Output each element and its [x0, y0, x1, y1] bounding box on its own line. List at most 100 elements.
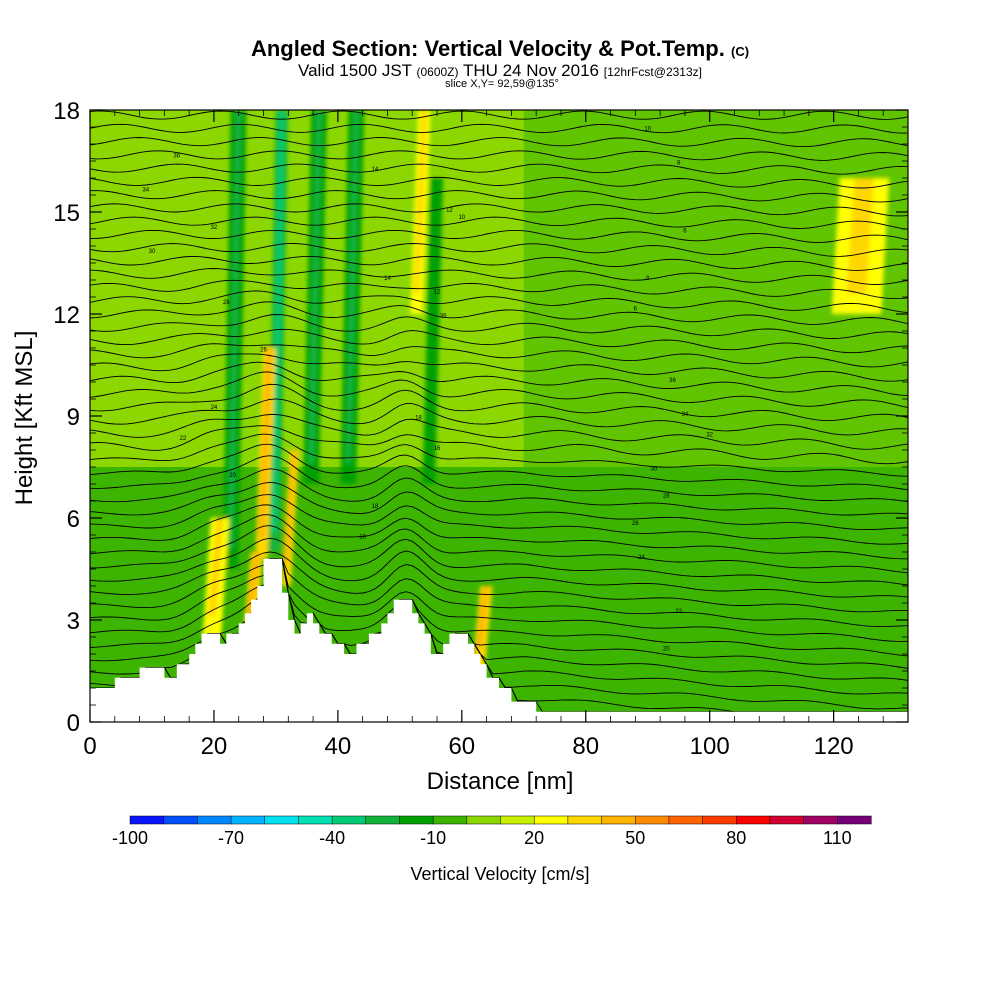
theta-line-33: [90, 268, 908, 285]
valid-date: THU 24 Nov 2016: [462, 61, 600, 80]
colorbar-swatch-9: [432, 815, 468, 825]
theta-label-32: 36: [440, 313, 447, 319]
colorbar-swatch-14: [601, 815, 636, 825]
velocity-feature-4: [422, 178, 444, 484]
colorbar-tick-label-3: -10: [420, 828, 446, 848]
y-tick-label-6: 6: [67, 506, 80, 533]
theta-line-44: [90, 123, 908, 134]
colorbar-swatch-13: [567, 815, 603, 825]
theta-line-37: [90, 216, 908, 230]
velocity-core-5: [259, 348, 272, 539]
y-tick-label-12: 12: [53, 302, 80, 329]
theta-line-5: [90, 558, 908, 669]
theta-line-13: [90, 504, 908, 560]
colorbar-label: Vertical Velocity [cm/s]: [410, 864, 590, 884]
theta-label-15: 6: [634, 307, 638, 313]
y-tick-label-3: 3: [67, 608, 80, 635]
velocity-core-1: [271, 110, 285, 532]
theta-label-14: 8: [646, 276, 650, 282]
terrain-fill: [90, 558, 908, 722]
velocity-core-2: [307, 110, 323, 464]
colorbar-tick-label-7: 110: [823, 828, 852, 848]
colorbar-swatch-7: [365, 815, 401, 825]
chart-title: Angled Section: Vertical Velocity & Pot.…: [0, 36, 1000, 62]
colorbar-swatch-10: [466, 815, 502, 825]
theta-label-24: 20: [663, 647, 670, 653]
theta-line-43: [90, 137, 908, 148]
x-axis-label: Distance [nm]: [426, 768, 574, 795]
chart-subtitle: Valid 1500 JST (0600Z) THU 24 Nov 2016 […: [0, 61, 1000, 81]
colorbar-swatch-17: [702, 815, 737, 825]
colorbar-swatch-3: [230, 815, 266, 825]
theta-line-28: [90, 328, 908, 354]
theta-line-29: [90, 314, 908, 339]
theta-label-8: 20: [229, 473, 236, 479]
y-tick-label-15: 15: [53, 200, 80, 227]
theta-line-11: [90, 525, 908, 586]
theta-label-1: 34: [142, 188, 149, 194]
theta-line-35: [90, 243, 908, 257]
theta-label-10: 16: [359, 534, 366, 540]
theta-label-5: 26: [260, 347, 267, 353]
theta-label-20: 28: [663, 494, 670, 500]
theta-line-14: [90, 494, 908, 545]
theta-line-36: [90, 229, 908, 243]
velocity-core-8: [246, 552, 260, 617]
theta-line-4: [90, 558, 908, 681]
x-tick-label-40: 40: [325, 733, 352, 760]
theta-label-19: 30: [651, 466, 658, 472]
theta-label-18: 32: [706, 432, 713, 438]
theta-label-21: 26: [632, 521, 639, 527]
colorbar-swatch-1: [163, 815, 198, 825]
velocity-core-10: [475, 586, 489, 651]
theta-line-7: [90, 558, 908, 642]
theta-line-40: [90, 176, 908, 189]
theta-line-42: [90, 150, 908, 161]
theta-line-26: [90, 353, 908, 382]
colorbar-swatch-15: [634, 815, 670, 825]
colorbar-tick-label-4: 20: [524, 828, 544, 848]
colorbar-swatch-4: [264, 815, 299, 825]
theta-label-28: 12: [446, 208, 453, 214]
colorbar-swatch-2: [197, 815, 232, 825]
colorbar-swatch-19: [769, 815, 805, 825]
colorbar-swatch-20: [803, 815, 838, 825]
colorbar-swatch-5: [298, 815, 333, 825]
theta-line-15: [90, 481, 908, 531]
theta-label-4: 28: [223, 300, 230, 306]
theta-line-22: [90, 398, 908, 436]
theta-label-3: 30: [149, 249, 156, 255]
theta-label-23: 22: [675, 609, 682, 615]
theta-label-7: 22: [180, 436, 187, 442]
colorbar-tick-label-0: -100: [112, 828, 148, 848]
theta-line-20: [90, 425, 908, 465]
theta-contours: 36 34 32 30 28 26 24 22 20 18 16 14 12 10 8 6 36 34 32 30 28…: [90, 110, 908, 713]
theta-line-45: [90, 110, 908, 120]
y-tick-label-0: 0: [67, 710, 80, 737]
theta-label-17: 34: [682, 412, 689, 418]
theta-line-9: [90, 551, 908, 613]
theta-line-19: [90, 433, 908, 477]
theta-label-30: 8: [677, 160, 681, 166]
velocity-core-3: [345, 110, 360, 464]
x-tick-label-100: 100: [690, 733, 730, 760]
theta-label-0: 36: [173, 154, 180, 160]
colorbar-swatch-8: [399, 815, 434, 825]
theta-line-12: [90, 514, 908, 574]
velocity-core-7: [208, 518, 224, 617]
colorbar-tick-label-1: -70: [218, 828, 244, 848]
colorbar-tick-label-5: 50: [625, 828, 645, 848]
theta-line-18: [90, 443, 908, 491]
copyright-mark: (C): [731, 44, 750, 59]
theta-label-29: 10: [644, 126, 651, 132]
theta-label-6: 24: [211, 405, 218, 411]
theta-line-16: [90, 468, 908, 516]
theta-line-41: [90, 163, 908, 175]
theta-label-9: 18: [372, 504, 379, 510]
theta-line-27: [90, 343, 908, 368]
colorbar: -100 -70 -40 -10 20 50 80 110: [112, 815, 872, 848]
velocity-core-6: [284, 450, 297, 566]
theta-line-23: [90, 383, 908, 422]
theta-label-26: 16: [434, 446, 441, 452]
